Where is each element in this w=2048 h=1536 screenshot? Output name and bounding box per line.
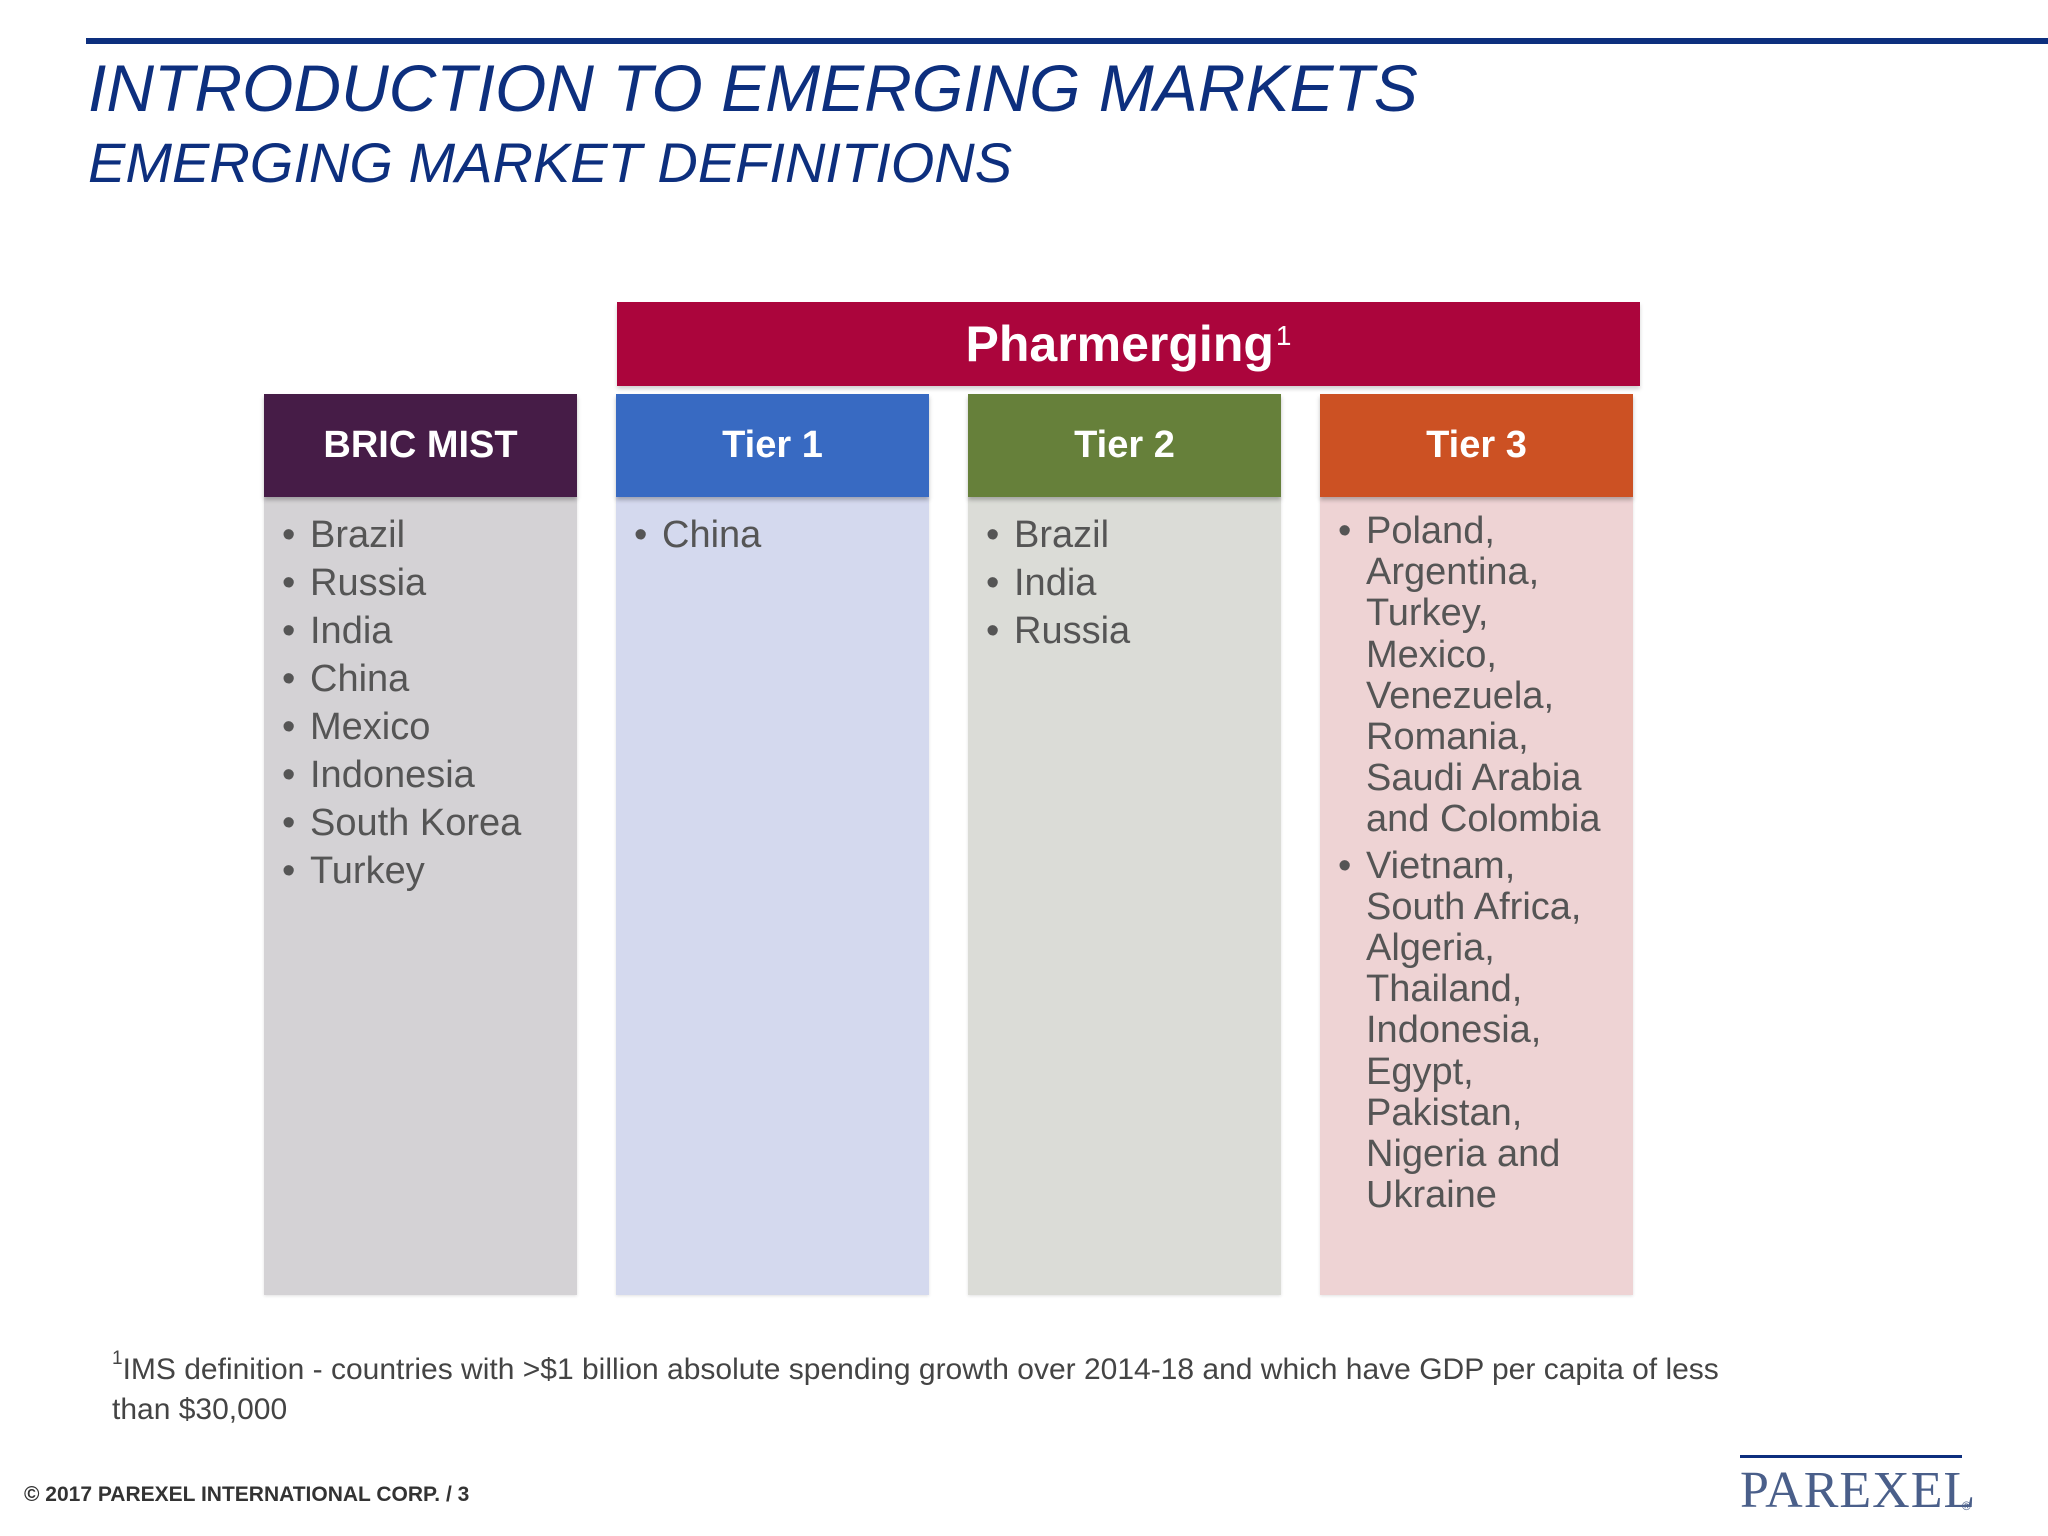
logo-wordmark: PAREXEL xyxy=(1740,1462,1977,1519)
country-list: Brazil Russia India China Mexico Indones… xyxy=(282,511,567,895)
logo-bar xyxy=(1740,1455,1962,1458)
header-rule xyxy=(86,38,2048,44)
country-list: Poland, Argentina, Turkey, Mexico, Venez… xyxy=(1338,510,1623,1217)
column-tier-3: Tier 3 Poland, Argentina, Turkey, Mexico… xyxy=(1320,394,1633,1295)
list-item: Brazil xyxy=(986,511,1271,559)
list-item: India xyxy=(986,559,1271,607)
column-heading: BRIC MIST xyxy=(264,394,577,497)
column-heading: Tier 2 xyxy=(968,394,1281,497)
column-tier-1: Tier 1 China xyxy=(616,394,929,1295)
list-item: Turkey xyxy=(282,847,567,895)
registered-mark: ® xyxy=(1962,1499,1971,1513)
list-item: South Korea xyxy=(282,799,567,847)
footnote-marker: 1 xyxy=(112,1348,123,1369)
column-bric-mist: BRIC MIST Brazil Russia India China Mexi… xyxy=(264,394,577,1295)
column-body: Brazil India Russia xyxy=(968,497,1281,1295)
column-heading: Tier 1 xyxy=(616,394,929,497)
column-tier-2: Tier 2 Brazil India Russia xyxy=(968,394,1281,1295)
column-body: Brazil Russia India China Mexico Indones… xyxy=(264,497,577,1295)
list-item: Russia xyxy=(986,607,1271,655)
list-item: Russia xyxy=(282,559,567,607)
list-item: China xyxy=(634,511,919,559)
column-body: Poland, Argentina, Turkey, Mexico, Venez… xyxy=(1320,497,1633,1295)
list-item: Mexico xyxy=(282,703,567,751)
column-heading: Tier 3 xyxy=(1320,394,1633,497)
slide-subtitle: EMERGING MARKET DEFINITIONS xyxy=(88,131,1013,194)
list-item: Vietnam, South Africa, Algeria, Thailand… xyxy=(1338,845,1623,1217)
copyright-notice: © 2017 PAREXEL INTERNATIONAL CORP. / 3 xyxy=(24,1483,470,1506)
pharmerging-banner: Pharmerging 1 xyxy=(617,302,1640,386)
pharmerging-footnote-marker: 1 xyxy=(1275,320,1292,351)
country-list: Brazil India Russia xyxy=(986,511,1271,655)
slide-title: INTRODUCTION TO EMERGING MARKETS xyxy=(88,51,1418,125)
list-item: Brazil xyxy=(282,511,567,559)
footnote: 1IMS definition - countries with >$1 bil… xyxy=(112,1343,1752,1430)
column-body: China xyxy=(616,497,929,1295)
list-item: Indonesia xyxy=(282,751,567,799)
parexel-logo: PAREXEL ® xyxy=(1740,1455,1980,1519)
country-list: China xyxy=(634,511,919,559)
pharmerging-label: Pharmerging xyxy=(965,316,1274,372)
list-item: Poland, Argentina, Turkey, Mexico, Venez… xyxy=(1338,510,1623,841)
footnote-text: IMS definition - countries with >$1 bill… xyxy=(112,1353,1719,1426)
list-item: India xyxy=(282,607,567,655)
list-item: China xyxy=(282,655,567,703)
